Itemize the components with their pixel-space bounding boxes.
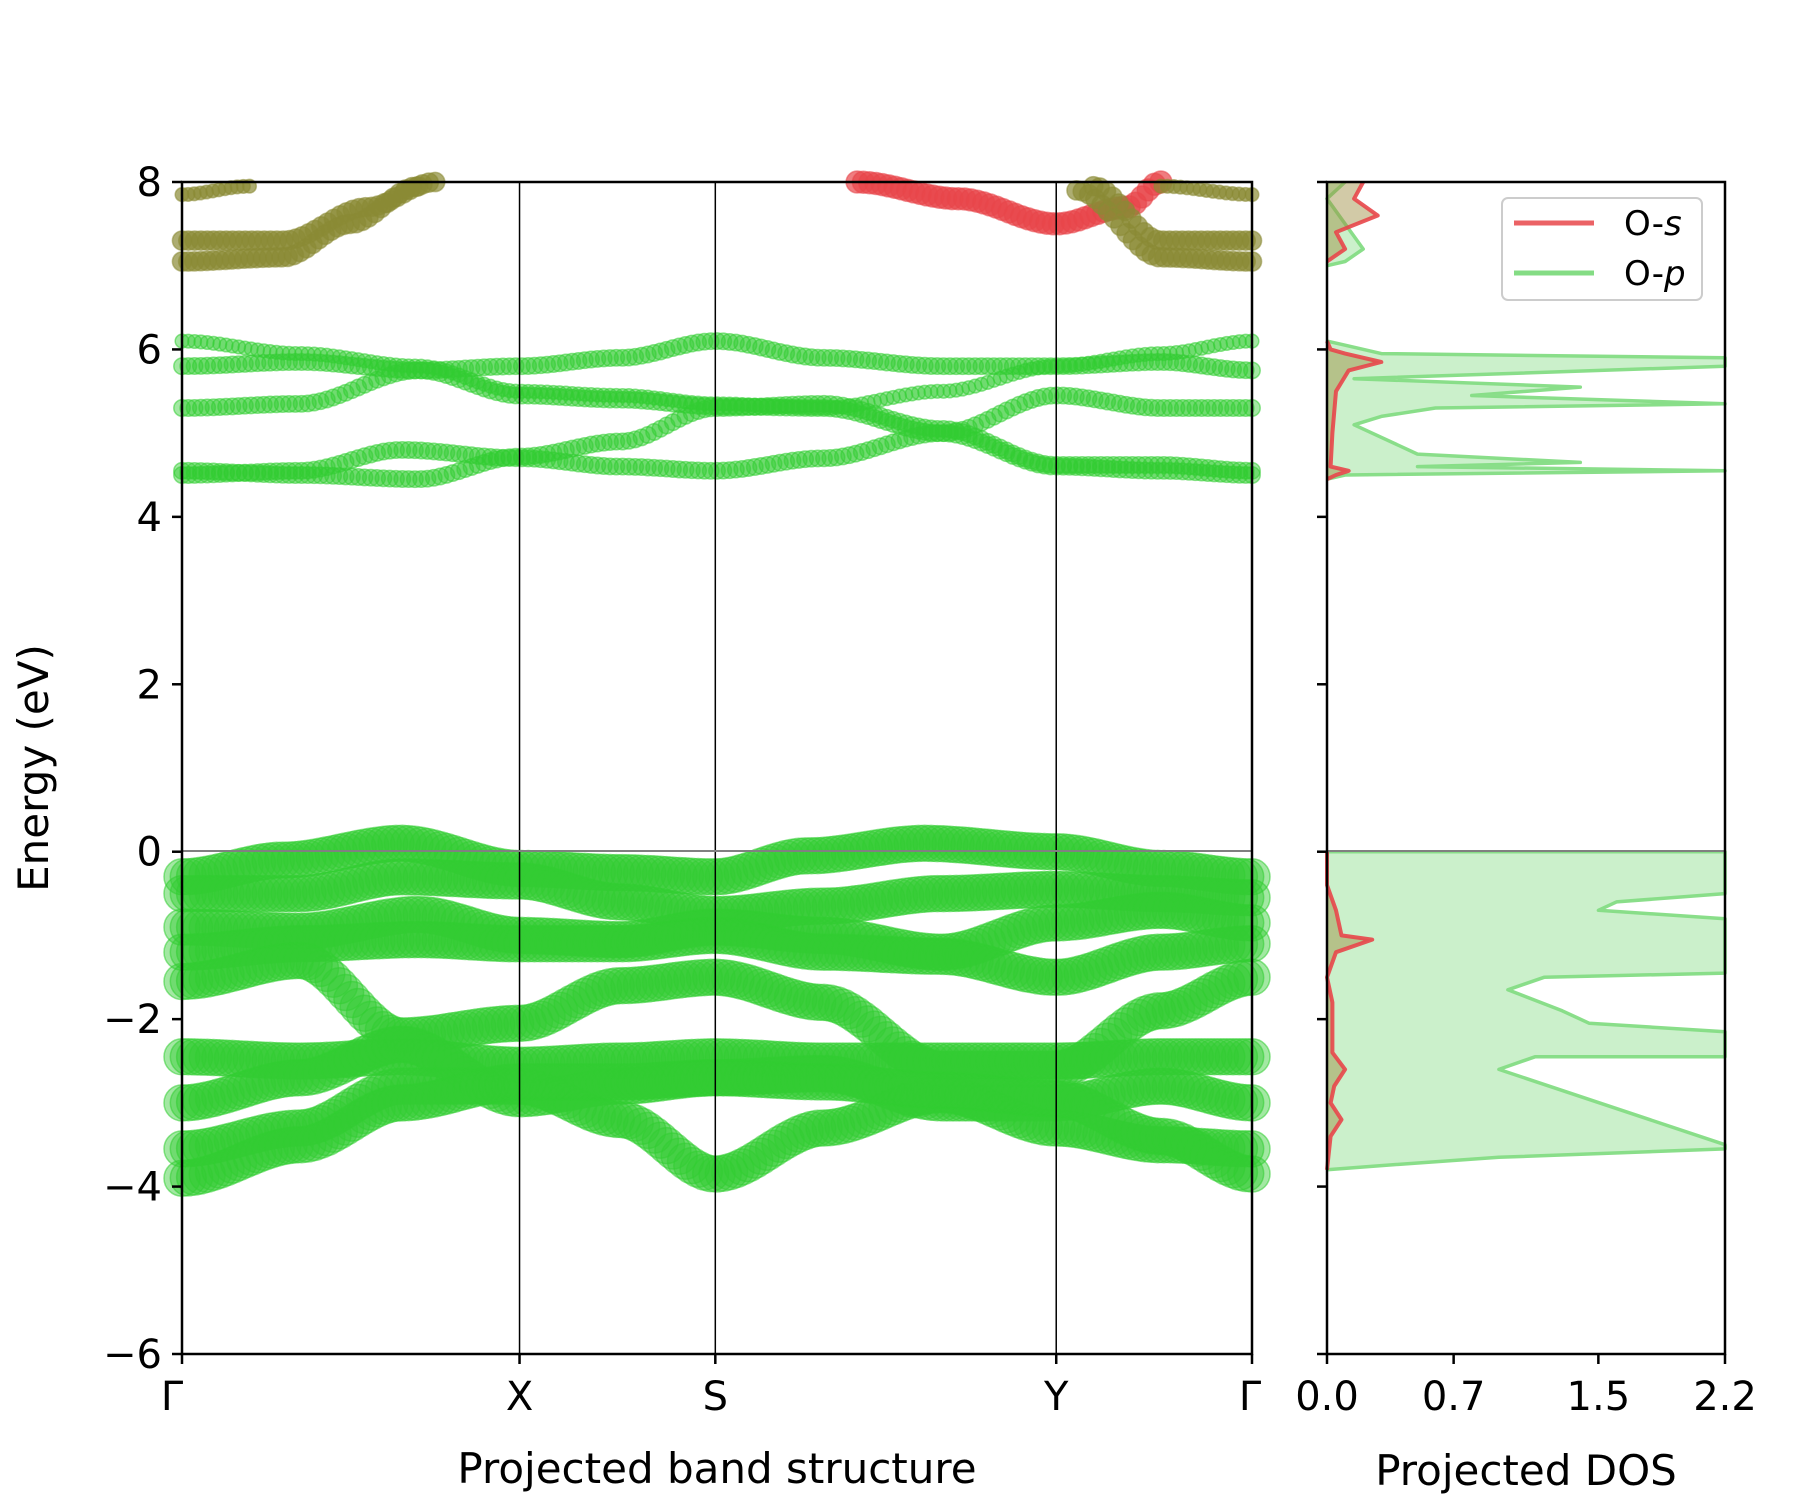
band-point [540,991,579,1030]
pdos-panel: 0.0 0.7 1.5 2.2 Projected DOS O-s O-p [1295,180,1757,1495]
pdos-x-axis-title: Projected DOS [1375,1446,1677,1495]
pdos-x-tick-label: 1.5 [1567,1374,1631,1420]
band-y-tick-label: 2 [137,662,162,708]
band-y-tick-label: 8 [137,160,162,206]
band-x-tick-label: Γ [161,1374,184,1420]
pdos-x-tick-label: 0.0 [1295,1374,1359,1420]
band-x-tick-label: Γ [1239,1374,1262,1420]
band-point [1170,984,1208,1022]
band-point [578,972,617,1010]
pdos-x-tick-label: 2.2 [1693,1374,1757,1420]
legend: O-s O-p [1501,197,1703,301]
band-point [1182,977,1221,1016]
band-point [767,976,805,1015]
band-series-group [163,170,1271,1197]
band-point [407,175,429,197]
band-y-axis-title: Energy (eV) [9,644,58,892]
pdos-x-ticks: 0.0 0.7 1.5 2.2 [1295,1354,1757,1420]
band-x-tick-label: X [506,1374,533,1420]
legend-label-o-s: O-s [1624,204,1682,244]
pdos-y-ticks [1317,180,1327,1356]
band-point [843,1000,881,1038]
band-y-tick-label: 4 [137,495,162,541]
band-point [534,994,573,1033]
band-x-axis-title: Projected band structure [457,1444,976,1493]
band-y-ticks: −6 −4 −2 0 2 4 6 8 [103,160,182,1378]
band-structure-panel: −6 −4 −2 0 2 4 6 8 Γ X S Y Γ Energy (eV) Projected … [9,160,1271,1493]
band-y-tick-label: −4 [103,1165,162,1211]
band-point [868,1020,906,1059]
band-point [1126,995,1164,1034]
legend-label-o-p: O-p [1624,254,1686,294]
band-point [553,984,591,1023]
band-point [547,988,585,1026]
band-point [754,843,793,881]
band-y-tick-label: −6 [103,1332,162,1378]
band-x-tick-label: S [703,1374,728,1420]
band-point [1189,974,1227,1012]
pdos-x-tick-label: 0.7 [1422,1374,1486,1420]
band-point [849,1005,887,1043]
band-x-tick-label: Y [1043,1374,1069,1420]
band-o-p-4 [163,941,1271,1089]
band-o-p-3 [163,916,1271,997]
band-point [1176,981,1215,1019]
band-point [1107,939,1145,978]
band-y-tick-label: 6 [137,327,162,373]
band-point [326,973,365,1012]
band-y-tick-label: −2 [103,997,162,1043]
band-point [559,875,598,913]
band-y-tick-label: 0 [137,830,162,876]
band-point [528,997,566,1036]
